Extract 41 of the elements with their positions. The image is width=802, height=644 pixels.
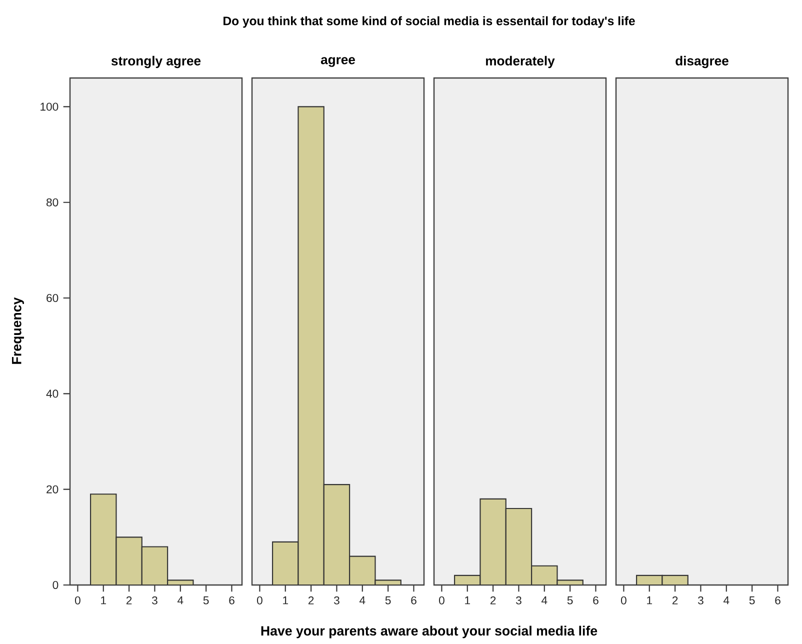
text: Do you think that some kind of social media is essentail for today's life [224, 16, 635, 28]
y-tick-label: 60 [46, 294, 58, 302]
x-tick-label: 5 [203, 596, 209, 604]
x-tick-label: 2 [308, 596, 314, 604]
x-tick-label: 4 [723, 596, 730, 604]
x-tick-label: 3 [152, 596, 158, 604]
x-tick-label: 6 [229, 596, 234, 604]
x-tick-label: 0 [438, 596, 444, 604]
x-tick-label: 6 [775, 596, 780, 604]
x-tick-label: 1 [283, 596, 288, 604]
chart-subtitle: moderately [486, 56, 555, 68]
x-tick-label: 5 [749, 596, 755, 604]
x-tick-label: 4 [359, 596, 366, 604]
y-tick-label: 20 [46, 485, 58, 494]
x-axis-title: Have your parents aware about your social media life [261, 626, 598, 638]
y-tick-label: 40 [46, 390, 58, 398]
x-tick-label: 2 [126, 596, 132, 604]
x-tick-label: 3 [334, 596, 340, 604]
x-tick-label: 5 [385, 596, 391, 604]
x-tick-label: 5 [567, 596, 573, 604]
x-tick-label: 4 [541, 596, 548, 604]
x-tick-label: 2 [672, 596, 678, 604]
chart-subtitle: strongly agree [111, 56, 201, 68]
x-tick-label: 6 [411, 596, 416, 604]
y-axis-title: Frequency [12, 297, 24, 364]
chart-subtitle: disagree [676, 56, 728, 68]
x-tick-label: 0 [620, 596, 626, 604]
x-tick-label: 3 [516, 596, 522, 604]
y-tick-label: 80 [46, 198, 58, 206]
x-tick-label: 1 [101, 596, 106, 604]
x-tick-label: 2 [490, 596, 496, 604]
x-tick-label: 1 [647, 596, 652, 604]
x-tick-label: 0 [74, 596, 80, 604]
y-tick-label: 100 [40, 102, 58, 111]
x-tick-label: 4 [177, 596, 184, 604]
y-tick-label: 0 [52, 580, 58, 590]
chart-subtitle: agree [320, 57, 355, 67]
x-tick-label: 1 [465, 596, 470, 604]
x-tick-label: 3 [698, 596, 704, 604]
x-tick-label: 6 [593, 596, 598, 604]
x-tick-label: 0 [256, 596, 262, 604]
